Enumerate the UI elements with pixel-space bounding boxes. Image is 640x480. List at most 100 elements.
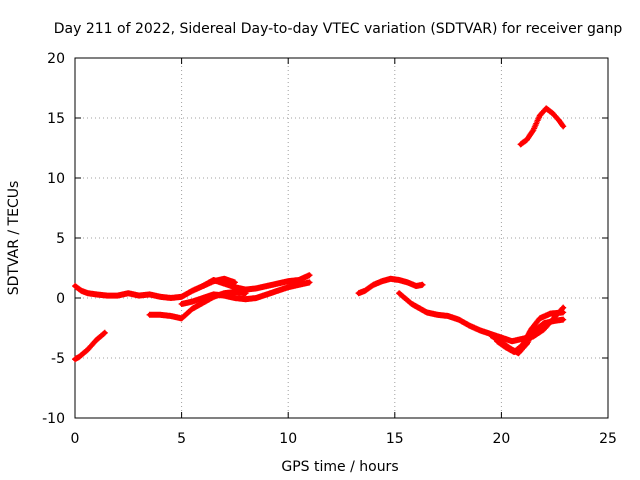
data-point: [275, 288, 280, 293]
data-point: [396, 277, 402, 283]
data-point: [190, 299, 195, 304]
data-point: [524, 137, 530, 142]
series-marks: [517, 105, 567, 148]
data-point: [488, 333, 493, 338]
data-point: [537, 113, 542, 118]
data-point: [222, 293, 227, 298]
data-point: [296, 282, 302, 287]
data-point: [509, 339, 515, 344]
data-point: [85, 347, 90, 352]
data-point: [200, 283, 206, 289]
data-point: [456, 317, 461, 322]
data-point: [147, 312, 152, 317]
data-point: [286, 279, 291, 284]
x-tick-label: 0: [71, 431, 80, 447]
y-tick-label: -10: [42, 411, 65, 427]
data-point: [222, 281, 227, 286]
series-seg-upper-6-11: [199, 272, 313, 293]
y-tick-label: 20: [47, 51, 65, 67]
data-point: [362, 288, 368, 293]
x-tick-label: 15: [386, 431, 404, 447]
data-point: [126, 291, 131, 296]
data-point: [232, 295, 238, 301]
data-point: [81, 351, 86, 356]
data-point: [211, 292, 216, 297]
chart-title: Day 211 of 2022, Sidereal Day-to-day VTE…: [54, 21, 623, 37]
data-point: [296, 277, 302, 283]
series-seg-high-21-23: [517, 105, 567, 148]
data-point: [561, 310, 566, 315]
x-tick-label: 25: [599, 431, 617, 447]
series-marks: [146, 289, 249, 322]
x-axis-label: GPS time / hours: [281, 459, 398, 475]
data-point: [543, 106, 549, 111]
data-point: [72, 357, 78, 362]
data-point: [200, 295, 206, 301]
data-point: [467, 323, 472, 328]
data-point: [561, 124, 566, 129]
data-point: [541, 321, 547, 326]
data-point: [518, 142, 523, 147]
data-point: [286, 285, 291, 290]
data-point: [561, 317, 566, 322]
data-point: [254, 295, 259, 301]
data-point: [98, 334, 103, 339]
y-tick-label: -5: [51, 351, 65, 367]
data-point: [200, 300, 206, 305]
data-point: [556, 118, 562, 123]
data-point: [190, 288, 195, 293]
data-point: [550, 111, 555, 116]
data-point: [179, 316, 184, 321]
data-point: [136, 293, 142, 298]
data-point: [89, 342, 95, 347]
data-point: [409, 301, 415, 307]
data-point: [72, 283, 78, 289]
x-tick-label: 5: [177, 431, 186, 447]
data-point: [158, 312, 163, 317]
y-tick-label: 5: [56, 231, 65, 247]
data-point: [147, 292, 152, 297]
data-point: [371, 282, 376, 287]
y-axis-label: SDTVAR / TECUs: [6, 181, 22, 296]
data-point: [264, 292, 270, 297]
data-point: [413, 283, 419, 289]
data-point: [420, 282, 425, 287]
data-point: [424, 310, 429, 315]
y-tick-label: 10: [47, 171, 65, 187]
data-point: [232, 280, 238, 285]
y-tick-label: 15: [47, 111, 65, 127]
data-series: [72, 105, 567, 363]
data-point: [168, 295, 174, 301]
data-point: [561, 305, 566, 310]
data-point: [494, 339, 500, 344]
data-point: [264, 283, 270, 289]
data-point: [379, 279, 385, 284]
data-point: [388, 276, 393, 281]
y-tick-label: 0: [56, 291, 65, 307]
data-point: [396, 291, 402, 296]
data-point: [511, 349, 517, 355]
data-point: [529, 327, 534, 332]
data-point: [307, 273, 312, 278]
data-point: [158, 294, 163, 299]
data-point: [356, 291, 361, 296]
data-point: [307, 280, 312, 285]
data-point: [243, 287, 248, 292]
data-point: [222, 276, 227, 281]
series-seg-peak-13-16: [355, 275, 426, 297]
data-point: [537, 316, 542, 321]
data-point: [405, 280, 410, 285]
data-point: [531, 127, 536, 133]
data-point: [85, 291, 90, 296]
data-point: [548, 311, 553, 316]
data-point: [179, 294, 184, 299]
series-seg-lowest-19-23: [494, 309, 567, 355]
data-point: [541, 327, 547, 332]
data-point: [232, 289, 238, 295]
data-point: [503, 345, 508, 350]
data-point: [275, 281, 280, 286]
series-seg-lower-3-7: [146, 289, 249, 322]
data-point: [435, 312, 440, 317]
x-tick-label: 20: [492, 431, 510, 447]
